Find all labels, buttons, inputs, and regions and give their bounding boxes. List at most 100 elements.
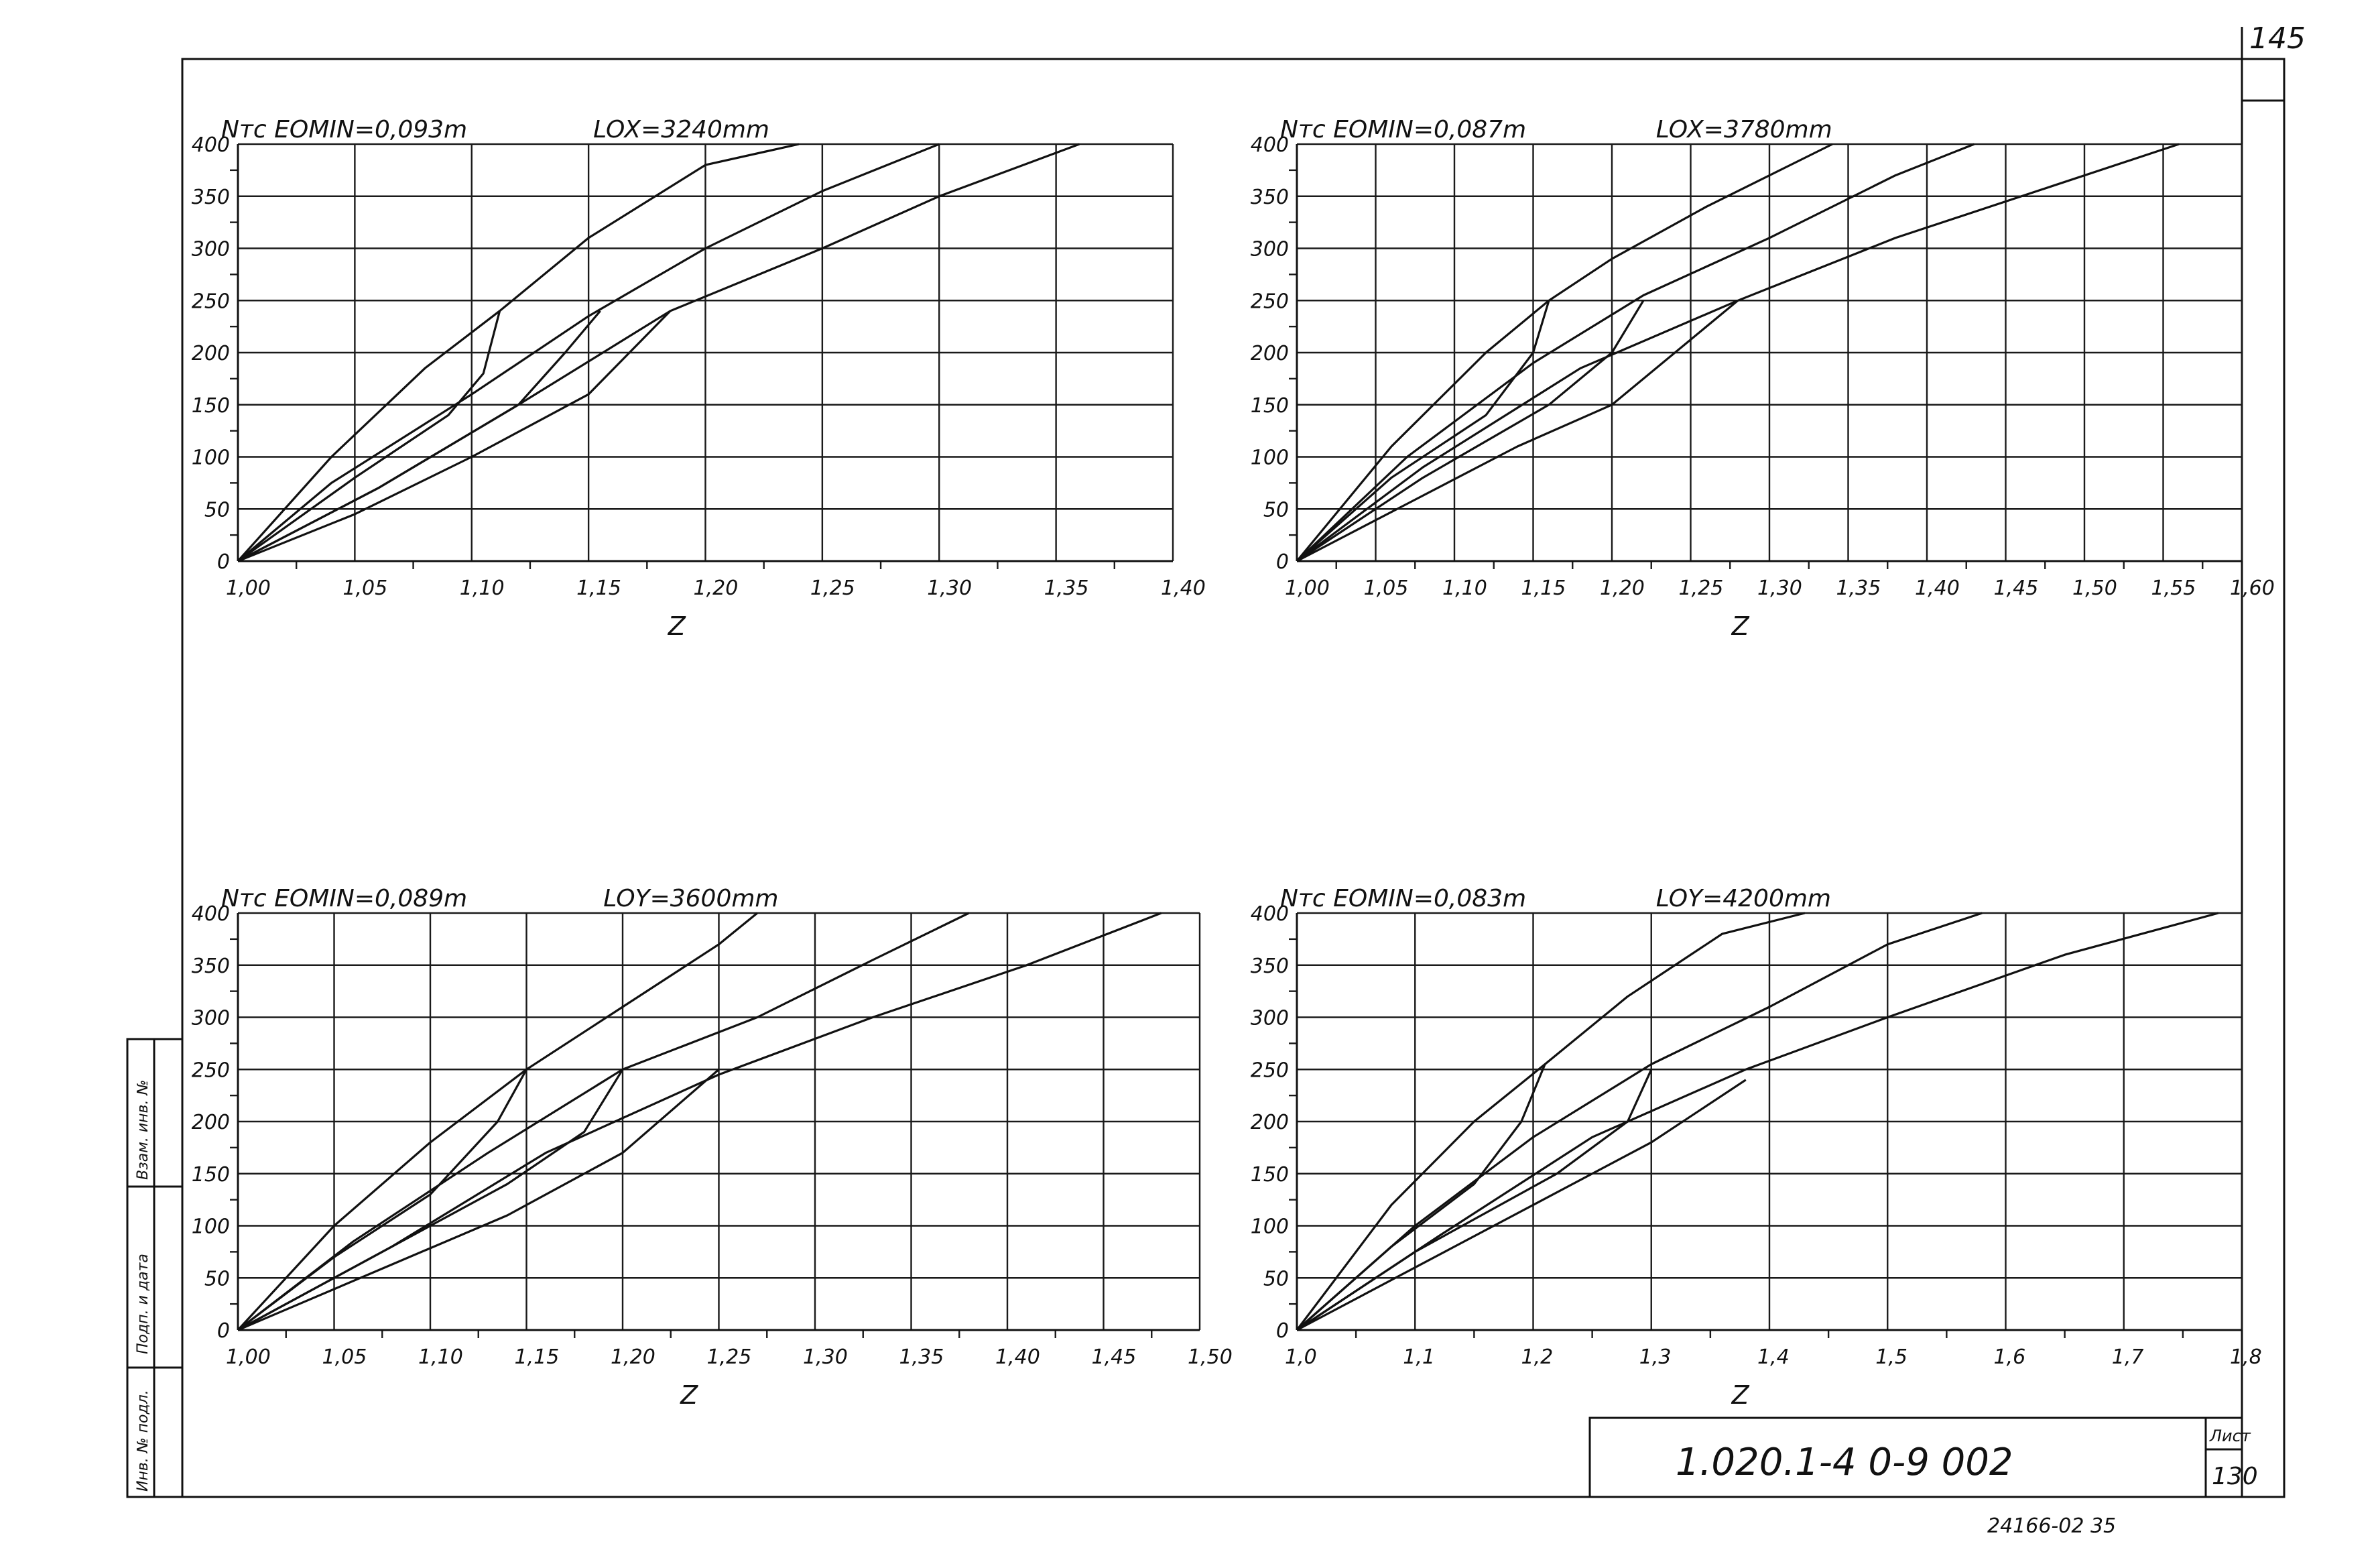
y-tick-label: 100 [1251, 1215, 1289, 1239]
x-tick-label: 1,1 [1403, 1345, 1435, 1369]
x-tick-label: 1,15 [1521, 577, 1566, 600]
y-tick-label: 0 [1276, 1319, 1289, 1343]
series-line-2 [237, 143, 940, 562]
x-tick-label: 1,00 [226, 1345, 271, 1369]
y-tick-label: 50 [1263, 1267, 1289, 1290]
series-line-4 [237, 310, 501, 562]
y-tick-label: 400 [1251, 902, 1289, 926]
x-tick-label: 1,55 [2151, 577, 2196, 600]
y-tick-label: 100 [192, 1215, 230, 1239]
sheet-frame [181, 58, 2285, 1498]
x-tick-label: 1,30 [1757, 577, 1802, 600]
series-line-2 [1296, 143, 1975, 562]
y-tick-label: 200 [192, 1111, 230, 1134]
y-tick-label: 350 [192, 955, 230, 978]
y-tick-label: 200 [1251, 342, 1289, 365]
chart-header-left: Nтс EOMIN=0,083m [1280, 885, 1526, 912]
y-tick-label: 50 [204, 498, 230, 522]
side-stamp-field-2: Подп. и дата [135, 1254, 151, 1354]
series-line-6 [1296, 300, 1739, 562]
x-tick-label: 1,3 [1639, 1345, 1672, 1369]
x-tick-label: 1,25 [707, 1345, 752, 1369]
x-axis-label: Z [1731, 1380, 1750, 1410]
chart-top-right: 1,00 1,05 1,10 1,15 1,20 1,25 1,30 1,35 1,40 1,45… [1251, 116, 2275, 641]
x-tick-label: 1,20 [611, 1345, 655, 1369]
x-tick-label: 1,00 [226, 577, 271, 600]
series-line-4 [1296, 300, 1550, 562]
x-tick-label: 1,30 [803, 1345, 848, 1369]
y-tick-label: 300 [192, 238, 230, 261]
chart-header-left: Nтс EOMIN=0,089m [221, 885, 467, 912]
sheet-number: 130 [2212, 1463, 2258, 1490]
chart-header-right: LOX=3240mm [593, 116, 769, 143]
x-axis-label: Z [680, 1380, 698, 1410]
series-line-4 [237, 1069, 527, 1331]
y-tick-label: 0 [1276, 550, 1289, 574]
y-tick-label: 150 [1251, 1163, 1289, 1187]
series-line-5 [237, 1069, 624, 1331]
y-tick-label: 250 [1251, 290, 1289, 313]
y-tick-label: 100 [1251, 446, 1289, 470]
series-line-5 [237, 310, 601, 562]
x-tick-label: 1,40 [995, 1345, 1040, 1369]
y-tick-label: 250 [1251, 1059, 1289, 1082]
x-tick-label: 1,30 [927, 577, 972, 600]
x-tick-label: 1,25 [810, 577, 855, 600]
y-tick-label: 50 [204, 1267, 230, 1290]
x-tick-label: 1,20 [694, 577, 739, 600]
y-tick-label: 400 [192, 133, 230, 157]
title-block-box [1588, 1417, 2243, 1498]
x-tick-label: 1,40 [1161, 577, 1206, 600]
x-tick-label: 1,25 [1679, 577, 1724, 600]
x-tick-label: 1,8 [2230, 1345, 2262, 1369]
x-tick-label: 1,5 [1875, 1345, 1907, 1369]
series-line-6 [237, 310, 672, 562]
x-tick-label: 1,40 [1915, 577, 1960, 600]
chart-header-left: Nтс EOMIN=0,093m [221, 116, 467, 143]
x-axis-label: Z [668, 611, 686, 641]
y-tick-label: 400 [1251, 133, 1289, 157]
x-tick-label: 1,4 [1757, 1345, 1790, 1369]
side-stamp-field-3: Взам. инв. № [135, 1080, 151, 1180]
series-line-5 [1296, 300, 1645, 562]
x-tick-label: 1,35 [899, 1345, 944, 1369]
x-tick-label: 1,45 [1092, 1345, 1137, 1369]
y-tick-label: 200 [192, 342, 230, 365]
series-line-2 [1296, 912, 1983, 1331]
y-tick-label: 50 [1263, 498, 1289, 522]
x-tick-label: 1,20 [1600, 577, 1645, 600]
y-tick-label: 250 [192, 1059, 230, 1082]
x-tick-label: 1,7 [2112, 1345, 2144, 1369]
x-tick-label: 1,05 [342, 577, 387, 600]
chart-header-right: LOY=4200mm [1656, 885, 1831, 912]
y-tick-label: 350 [1251, 186, 1289, 209]
y-tick-label: 350 [192, 186, 230, 209]
y-tick-label: 100 [192, 446, 230, 470]
series-line-3 [1296, 912, 2219, 1331]
x-tick-label: 1,10 [418, 1345, 463, 1369]
y-tick-label: 300 [1251, 1007, 1289, 1030]
series-line-6 [1296, 1079, 1747, 1331]
y-tick-label: 300 [1251, 238, 1289, 261]
series-line-6 [237, 1069, 720, 1331]
y-tick-label: 150 [192, 394, 230, 418]
chart-bottom-right: 1,0 1,1 1,2 1,3 1,4 1,5 1,6 1,7 1,8 0 50 100 150 200 2… [1251, 885, 2262, 1410]
side-stamp: Инв. № подл. Подп. и дата Взам. инв. № [126, 1038, 184, 1498]
x-tick-label: 1,2 [1521, 1345, 1554, 1369]
sheet-label: Лист [2209, 1427, 2251, 1445]
x-tick-label: 1,00 [1285, 577, 1330, 600]
y-tick-label: 350 [1251, 955, 1289, 978]
x-tick-label: 1,45 [1994, 577, 2039, 600]
document-code: 1.020.1-4 0-9 002 [1676, 1441, 2013, 1484]
x-tick-label: 1,50 [2072, 577, 2117, 600]
x-tick-label: 1,10 [460, 577, 505, 600]
y-tick-label: 300 [192, 1007, 230, 1030]
series-line-4 [1296, 1063, 1546, 1331]
chart-header-right: LOX=3780mm [1656, 116, 1832, 143]
y-tick-label: 150 [192, 1163, 230, 1187]
page-number: 145 [2249, 21, 2306, 56]
x-axis-label: Z [1731, 611, 1750, 641]
x-tick-label: 1,0 [1285, 1345, 1317, 1369]
y-tick-label: 400 [192, 902, 230, 926]
